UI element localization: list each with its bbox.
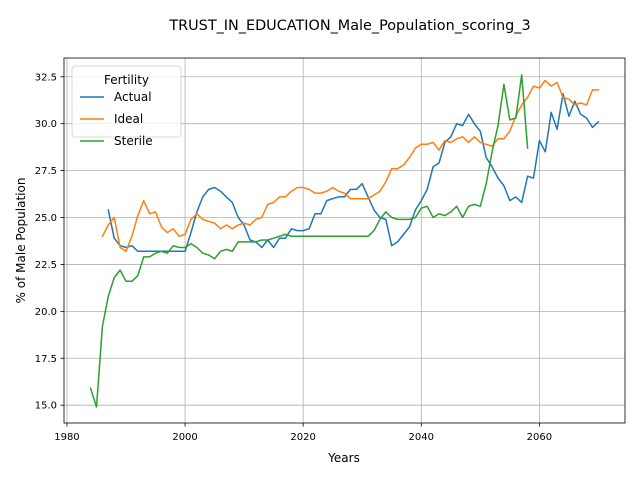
grid bbox=[64, 58, 625, 423]
y-tick-label: 32.5 bbox=[35, 72, 57, 83]
legend-label-sterile: Sterile bbox=[114, 134, 153, 148]
y-axis-ticks: 15.0 17.5 20.0 22.5 25.0 27.5 30.0 32.5 bbox=[35, 72, 64, 412]
x-tick-label: 2040 bbox=[409, 432, 434, 443]
x-tick-label: 2000 bbox=[172, 432, 197, 443]
y-tick-label: 17.5 bbox=[35, 354, 57, 365]
x-tick-label: 2020 bbox=[290, 432, 315, 443]
x-tick-label: 1980 bbox=[54, 432, 79, 443]
y-tick-label: 20.0 bbox=[35, 307, 57, 318]
y-tick-label: 15.0 bbox=[35, 401, 57, 412]
plot-frame bbox=[63, 57, 626, 424]
legend-entries: Actual Ideal Sterile bbox=[80, 90, 153, 148]
x-axis-ticks: 1980 2000 2020 2040 2060 bbox=[54, 423, 552, 443]
series-lines bbox=[89, 74, 600, 408]
legend-title: Fertility bbox=[104, 73, 149, 87]
y-tick-label: 27.5 bbox=[35, 166, 57, 177]
y-tick-label: 30.0 bbox=[35, 119, 57, 130]
chart-title: TRUST_IN_EDUCATION_Male_Population_scori… bbox=[168, 18, 530, 34]
y-axis-label: % of Male Population bbox=[14, 178, 28, 304]
legend: Fertility Actual Ideal Sterile bbox=[71, 65, 182, 148]
x-tick-label: 2060 bbox=[527, 432, 552, 443]
y-tick-label: 22.5 bbox=[35, 260, 57, 271]
series-line-sterile bbox=[89, 74, 529, 408]
y-tick-label: 25.0 bbox=[35, 213, 57, 224]
x-axis-label: Years bbox=[327, 451, 360, 465]
legend-label-ideal: Ideal bbox=[114, 112, 143, 126]
series-line-actual bbox=[107, 92, 600, 253]
legend-label-actual: Actual bbox=[114, 90, 152, 104]
